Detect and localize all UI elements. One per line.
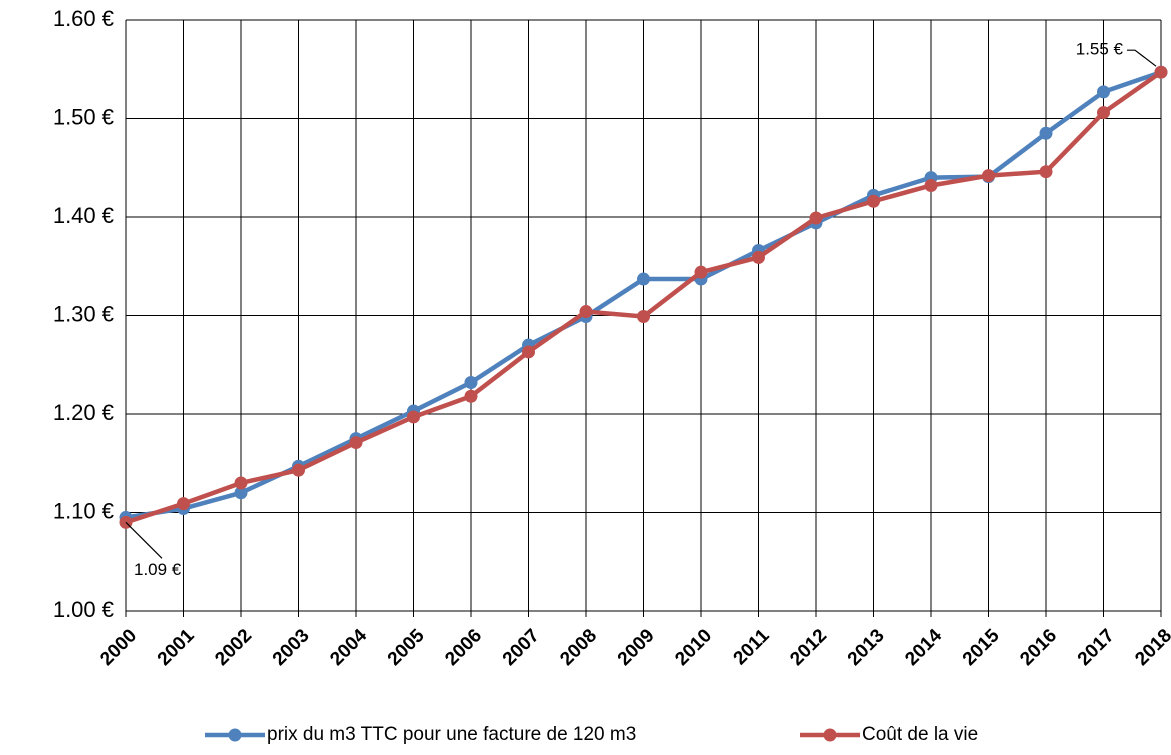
point [522,345,535,359]
x-tick-label: 2015 [959,625,1004,670]
x-tick-label: 2018 [1131,625,1171,670]
point [292,463,305,477]
x-tick-label: 2001 [154,625,199,670]
x-tick-label: 2006 [441,625,486,670]
point [867,194,880,208]
y-tick-label: 1.30 € [53,301,114,326]
y-tick-label: 1.20 € [53,400,114,425]
y-tick-label: 1.50 € [53,104,114,129]
leader-line [1127,49,1157,67]
legend-label: prix du m3 TTC pour une facture de 120 m… [267,724,636,745]
point [464,375,478,389]
point [579,305,593,319]
x-tick-label: 2016 [1016,625,1061,670]
x-tick-label: 2005 [384,625,429,670]
point [349,436,363,450]
point [1154,65,1168,79]
point [809,211,823,225]
point [637,272,650,286]
x-tick-label: 2000 [96,625,141,670]
x-tick-label: 2014 [901,625,946,670]
point [407,410,420,424]
x-tick-label: 2009 [614,625,659,670]
legend-marker [228,728,242,742]
x-tick-label: 2010 [671,625,716,670]
x-tick-label: 2007 [499,625,544,670]
point [464,389,478,403]
x-tick-label: 2017 [1074,625,1119,670]
annotation: 1.09 € [134,560,182,579]
point [982,169,995,183]
y-tick-label: 1.10 € [53,498,114,523]
annotation: 1.55 € [1076,40,1124,59]
point [637,309,650,323]
point [924,178,938,192]
point [752,250,765,264]
point [234,476,248,490]
point [1097,106,1110,120]
point [1039,126,1053,140]
y-tick-label: 1.40 € [53,203,114,228]
x-tick-label: 2011 [730,625,774,669]
x-tick-label: 2002 [211,625,256,670]
legend-label: Coût de la vie [862,724,978,745]
y-tick-label: 1.60 € [53,6,114,31]
legend-marker [823,728,837,742]
y-tick-label: 1.00 € [53,597,114,622]
legend-item: prix du m3 TTC pour une facture de 120 m… [205,724,636,745]
x-tick-label: 2008 [556,625,601,670]
point [1039,165,1053,179]
legend-item: Coût de la vie [800,724,978,745]
x-tick-label: 2013 [844,625,889,670]
point [694,265,708,279]
leader-line [125,521,163,559]
point [234,486,248,500]
x-tick-label: 2004 [326,625,371,670]
x-tick-label: 2012 [786,625,831,670]
point [177,497,190,511]
x-tick-label: 2003 [269,625,314,670]
point [1097,85,1110,99]
